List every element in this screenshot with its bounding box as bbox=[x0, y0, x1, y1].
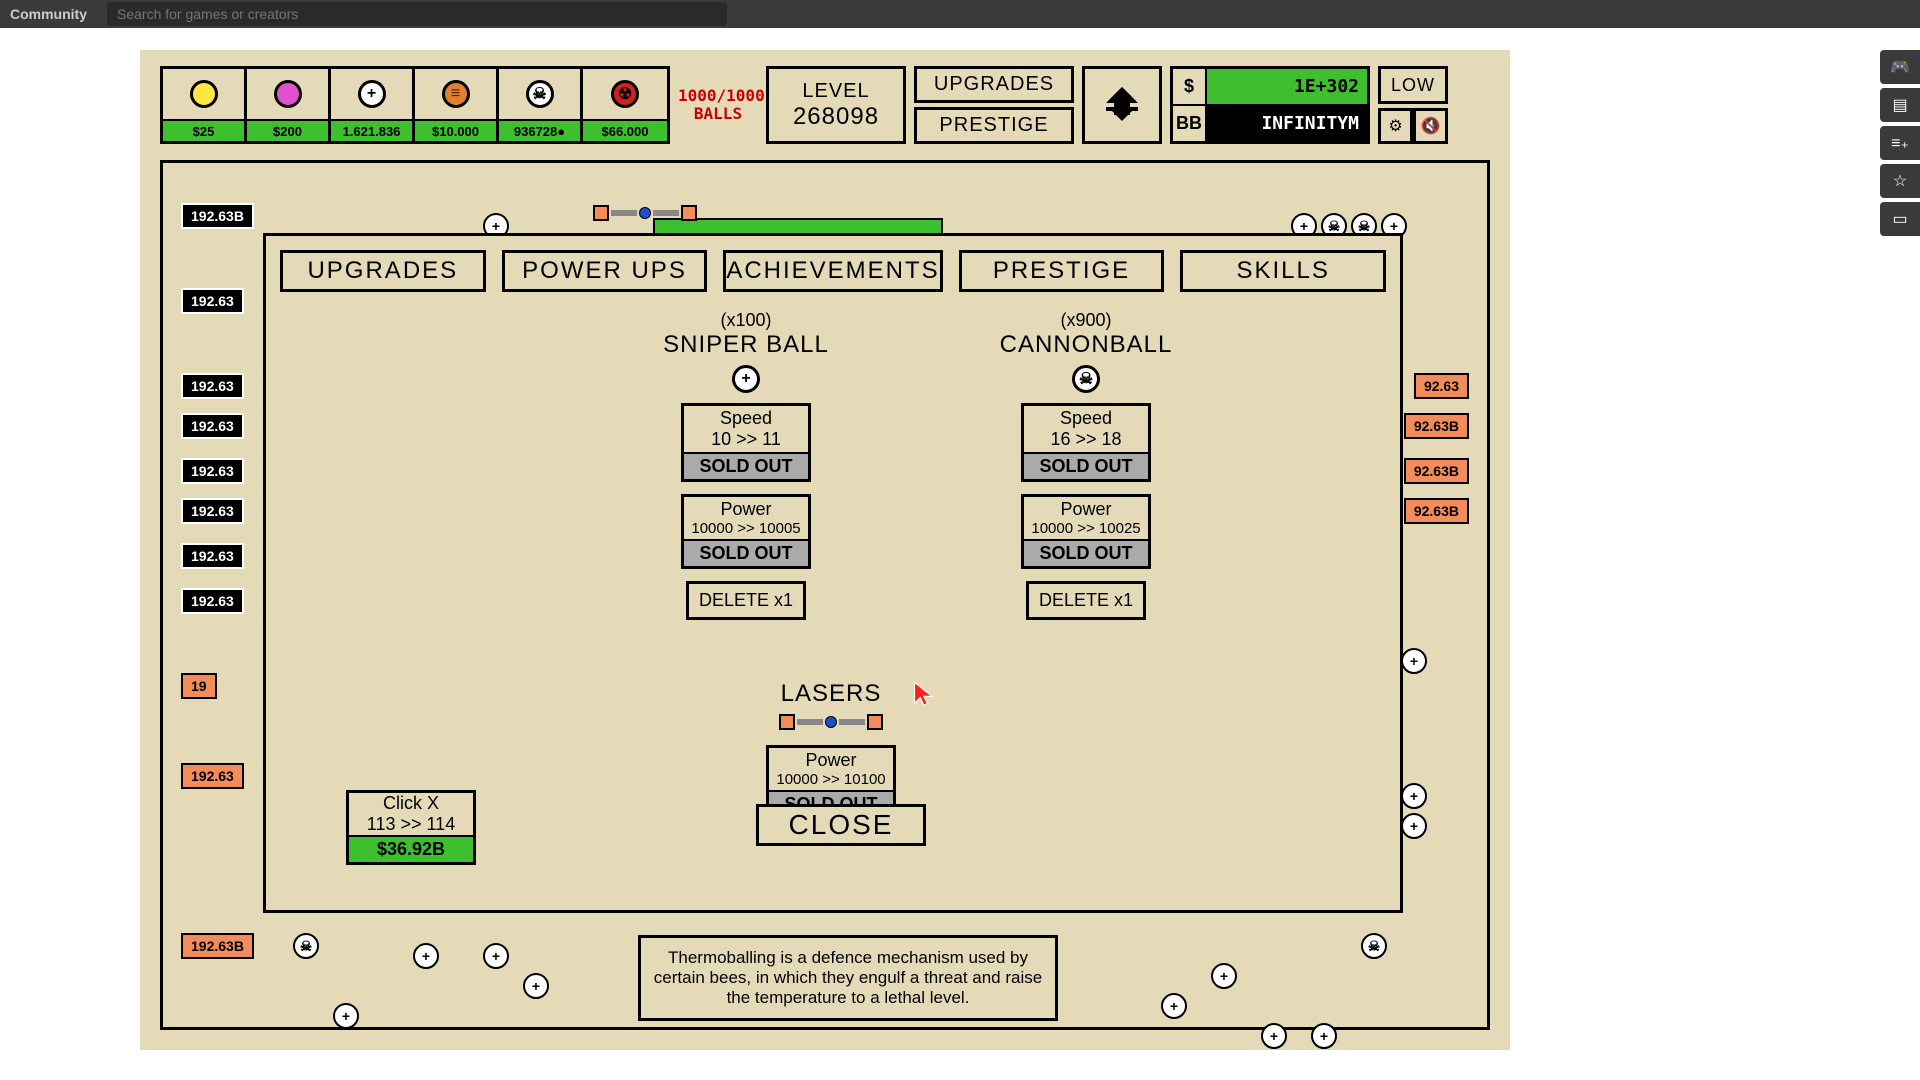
side-tabs: 🎮 ▤ ≡₊ ☆ ▭ bbox=[1880, 50, 1920, 236]
brick: 192.63 bbox=[181, 373, 244, 399]
balls-count-label: BALLS bbox=[678, 105, 758, 123]
balls-count-value: 1000/1000 bbox=[678, 87, 758, 105]
cursor-icon bbox=[911, 680, 939, 708]
sniper-name: SNIPER BALL bbox=[656, 331, 836, 359]
sniper-speed-button[interactable]: Speed 10 >> 11 SOLD OUT bbox=[681, 403, 811, 482]
modal-content: (x100) SNIPER BALL + Speed 10 >> 11 SOLD… bbox=[266, 300, 1400, 860]
brick: 192.63 bbox=[181, 458, 244, 484]
ball-icon: + bbox=[1211, 963, 1237, 989]
brand-label: Community bbox=[10, 6, 87, 22]
laser-icon bbox=[593, 205, 697, 221]
quality-button[interactable]: LOW bbox=[1378, 66, 1448, 104]
bb-value: INFINITYM bbox=[1207, 106, 1367, 141]
quality-col: LOW ⚙ 🔇 bbox=[1378, 66, 1448, 144]
ball-slot[interactable]: ≡ $10.000 bbox=[415, 69, 499, 141]
brick: 192.63 bbox=[181, 543, 244, 569]
sniper-column: (x100) SNIPER BALL + Speed 10 >> 11 SOLD… bbox=[656, 310, 836, 620]
cannon-speed-button[interactable]: Speed 16 >> 18 SOLD OUT bbox=[1021, 403, 1151, 482]
arrow-up-button[interactable] bbox=[1082, 66, 1162, 144]
ball-icon: + bbox=[1401, 648, 1427, 674]
money-box: $ 1E+302 BB INFINITYM bbox=[1170, 66, 1370, 144]
side-tab-icon[interactable]: 🎮 bbox=[1880, 50, 1920, 84]
ball-icon: + bbox=[1311, 1023, 1337, 1049]
brick: 92.63B bbox=[1404, 498, 1469, 524]
brick: 192.63B bbox=[181, 933, 254, 959]
cannon-name: CANNONBALL bbox=[996, 331, 1176, 359]
search-input[interactable] bbox=[107, 2, 727, 26]
ball-price: 1.621.836 bbox=[331, 119, 412, 141]
side-tab-icon[interactable]: ☆ bbox=[1880, 164, 1920, 198]
ball-price: 936728● bbox=[499, 119, 580, 141]
playfield[interactable]: 192.63B 192.63 192.63 192.63 192.63 192.… bbox=[160, 160, 1490, 1030]
brick: 19 bbox=[181, 673, 217, 699]
ball-icon: ☠ bbox=[1361, 933, 1387, 959]
ball-icon: + bbox=[1401, 813, 1427, 839]
close-button[interactable]: CLOSE bbox=[756, 804, 926, 846]
bb-icon: BB bbox=[1173, 106, 1207, 141]
game-frame: $25 $200 + 1.621.836 ≡ $10.000 ☠ 936728●… bbox=[140, 50, 1510, 1050]
brick: 92.63B bbox=[1404, 413, 1469, 439]
tab-achievements[interactable]: ACHIEVEMENTS bbox=[723, 250, 942, 292]
brick: 92.63 bbox=[1414, 373, 1469, 399]
side-tab-icon[interactable]: ≡₊ bbox=[1880, 126, 1920, 160]
mute-icon[interactable]: 🔇 bbox=[1413, 108, 1448, 144]
side-tab-icon[interactable]: ▤ bbox=[1880, 88, 1920, 122]
ball-slot[interactable]: + 1.621.836 bbox=[331, 69, 415, 141]
brick: 192.63 bbox=[181, 288, 244, 314]
ball-icon: + bbox=[1261, 1023, 1287, 1049]
brick: 192.63 bbox=[181, 413, 244, 439]
tab-prestige[interactable]: PRESTIGE bbox=[959, 250, 1165, 292]
brick: 192.63 bbox=[181, 588, 244, 614]
hud-buttons: UPGRADES PRESTIGE bbox=[914, 66, 1074, 144]
brick: 92.63B bbox=[1404, 458, 1469, 484]
ball-slot[interactable]: $200 bbox=[247, 69, 331, 141]
brick: 192.63 bbox=[181, 498, 244, 524]
ball-price: $10.000 bbox=[415, 119, 496, 141]
ball-price: $66.000 bbox=[583, 119, 667, 141]
gear-icon[interactable]: ⚙ bbox=[1378, 108, 1413, 144]
ball-icon: + bbox=[333, 1003, 359, 1029]
cannon-power-button[interactable]: Power 10000 >> 10025 SOLD OUT bbox=[1021, 494, 1151, 569]
upgrades-button[interactable]: UPGRADES bbox=[914, 66, 1074, 103]
balls-count: 1000/1000 BALLS bbox=[678, 66, 758, 144]
ball-icon: + bbox=[1161, 993, 1187, 1019]
cannon-count: (x900) bbox=[996, 310, 1176, 331]
cannon-delete-button[interactable]: DELETE x1 bbox=[1026, 581, 1146, 620]
clickx-button[interactable]: Click X 113 >> 114 $36.92B bbox=[346, 790, 476, 865]
ball-slot[interactable]: $25 bbox=[163, 69, 247, 141]
ball-shop: $25 $200 + 1.621.836 ≡ $10.000 ☠ 936728●… bbox=[160, 66, 670, 144]
lasers-name: LASERS bbox=[741, 680, 921, 708]
ball-icon: + bbox=[483, 943, 509, 969]
tab-powerups[interactable]: POWER UPS bbox=[502, 250, 708, 292]
brick: 192.63B bbox=[181, 203, 254, 229]
ball-icon: + bbox=[523, 973, 549, 999]
ball-slot[interactable]: ☢ $66.000 bbox=[583, 69, 667, 141]
ball-icon: + bbox=[1401, 783, 1427, 809]
sniper-power-button[interactable]: Power 10000 >> 10005 SOLD OUT bbox=[681, 494, 811, 569]
topbar: Community bbox=[0, 0, 1920, 28]
tab-upgrades[interactable]: UPGRADES bbox=[280, 250, 486, 292]
modal-tabs: UPGRADES POWER UPS ACHIEVEMENTS PRESTIGE… bbox=[266, 236, 1400, 300]
level-box: LEVEL 268098 bbox=[766, 66, 906, 144]
ball-price: $25 bbox=[163, 119, 244, 141]
hud: $25 $200 + 1.621.836 ≡ $10.000 ☠ 936728●… bbox=[160, 66, 1490, 144]
ball-icon: + bbox=[413, 943, 439, 969]
ball-slot[interactable]: ☠ 936728● bbox=[499, 69, 583, 141]
prestige-button[interactable]: PRESTIGE bbox=[914, 107, 1074, 144]
upgrade-modal: UPGRADES POWER UPS ACHIEVEMENTS PRESTIGE… bbox=[263, 233, 1403, 913]
sniper-delete-button[interactable]: DELETE x1 bbox=[686, 581, 806, 620]
side-tab-icon[interactable]: ▭ bbox=[1880, 202, 1920, 236]
dollar-icon: $ bbox=[1173, 69, 1207, 104]
sniper-count: (x100) bbox=[656, 310, 836, 331]
tip-box: Thermoballing is a defence mechanism use… bbox=[638, 935, 1058, 1021]
ball-price: $200 bbox=[247, 119, 328, 141]
level-label: LEVEL bbox=[802, 80, 869, 103]
money-value: 1E+302 bbox=[1207, 69, 1367, 104]
brick: 192.63 bbox=[181, 763, 244, 789]
ball-icon: ☠ bbox=[293, 933, 319, 959]
level-value: 268098 bbox=[793, 103, 879, 131]
tab-skills[interactable]: SKILLS bbox=[1180, 250, 1386, 292]
cannon-column: (x900) CANNONBALL ☠ Speed 16 >> 18 SOLD … bbox=[996, 310, 1176, 620]
